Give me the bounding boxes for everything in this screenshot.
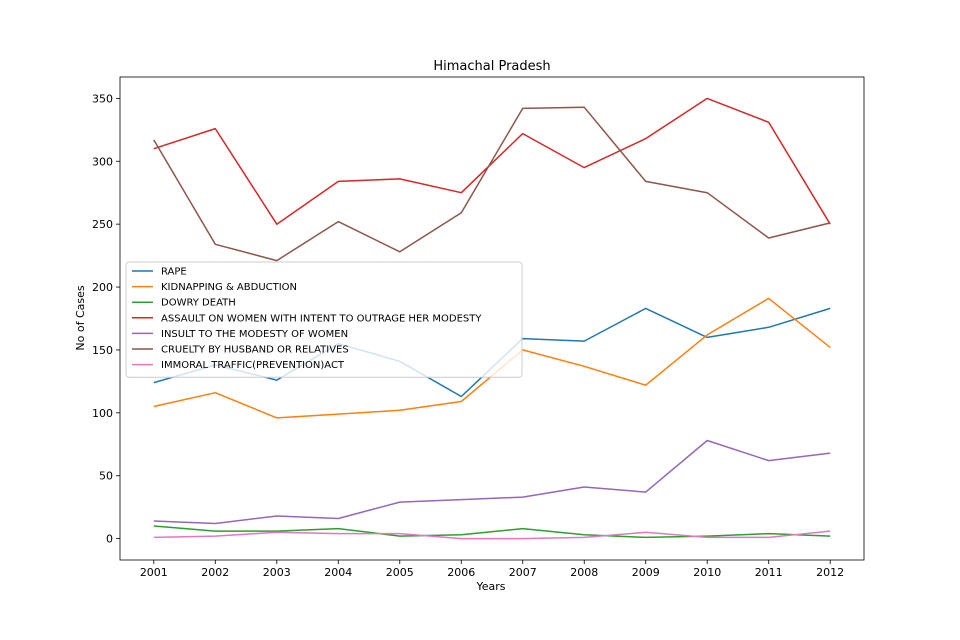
- y-tick-label: 100: [92, 407, 113, 420]
- legend-entry: RAPE: [161, 267, 187, 278]
- y-tick-label: 250: [92, 218, 113, 231]
- legend-entry: IMMORAL TRAFFIC(PREVENTION)ACT: [161, 360, 345, 371]
- chart-title: Himachal Pradesh: [433, 59, 550, 74]
- x-tick-label: 2005: [386, 566, 414, 579]
- x-tick-label: 2006: [447, 566, 475, 579]
- y-tick-label: 350: [92, 92, 113, 105]
- x-tick-label: 2003: [263, 566, 291, 579]
- legend-entry: CRUELTY BY HUSBAND OR RELATIVES: [161, 345, 349, 356]
- legend: RAPE KIDNAPPING & ABDUCTION DOWRY DEATH ASS…: [125, 261, 523, 378]
- legend-box: [125, 261, 523, 378]
- plot-frame: [119, 76, 865, 561]
- x-tick-label: 2010: [693, 566, 721, 579]
- legend-entry: KIDNAPPING & ABDUCTION: [161, 282, 297, 293]
- x-tick-label: 2004: [324, 566, 352, 579]
- y-tick-label: 150: [92, 344, 113, 357]
- x-axis-ticks: 2001 2002 2003 2004 2005 2006 2007 2008 2009 2010…: [140, 560, 844, 579]
- x-tick-label: 2002: [201, 566, 229, 579]
- y-tick-label: 0: [106, 533, 113, 546]
- series-line-5: [153, 439, 831, 525]
- x-tick-label: 2001: [140, 566, 168, 579]
- y-axis-label: No of Cases: [74, 285, 87, 350]
- series-line-3: [153, 525, 831, 539]
- series-line-4: [153, 97, 831, 225]
- x-tick-label: 2008: [570, 566, 598, 579]
- y-tick-label: 300: [92, 155, 113, 168]
- legend-entry: INSULT TO THE MODESTY OF WOMEN: [161, 329, 348, 340]
- x-tick-label: 2011: [755, 566, 783, 579]
- y-tick-label: 200: [92, 281, 113, 294]
- series-line-7: [153, 530, 831, 540]
- series-line-6: [153, 106, 831, 262]
- legend-entry: ASSAULT ON WOMEN WITH INTENT TO OUTRAGE …: [161, 313, 482, 324]
- x-tick-label: 2009: [632, 566, 660, 579]
- y-axis-ticks: 0 50 100 150 200 250 300 350: [92, 92, 120, 546]
- x-tick-label: 2012: [816, 566, 844, 579]
- legend-entry: DOWRY DEATH: [161, 298, 236, 309]
- x-tick-label: 2007: [509, 566, 537, 579]
- x-axis-label: Years: [475, 580, 505, 593]
- y-tick-label: 50: [99, 470, 113, 483]
